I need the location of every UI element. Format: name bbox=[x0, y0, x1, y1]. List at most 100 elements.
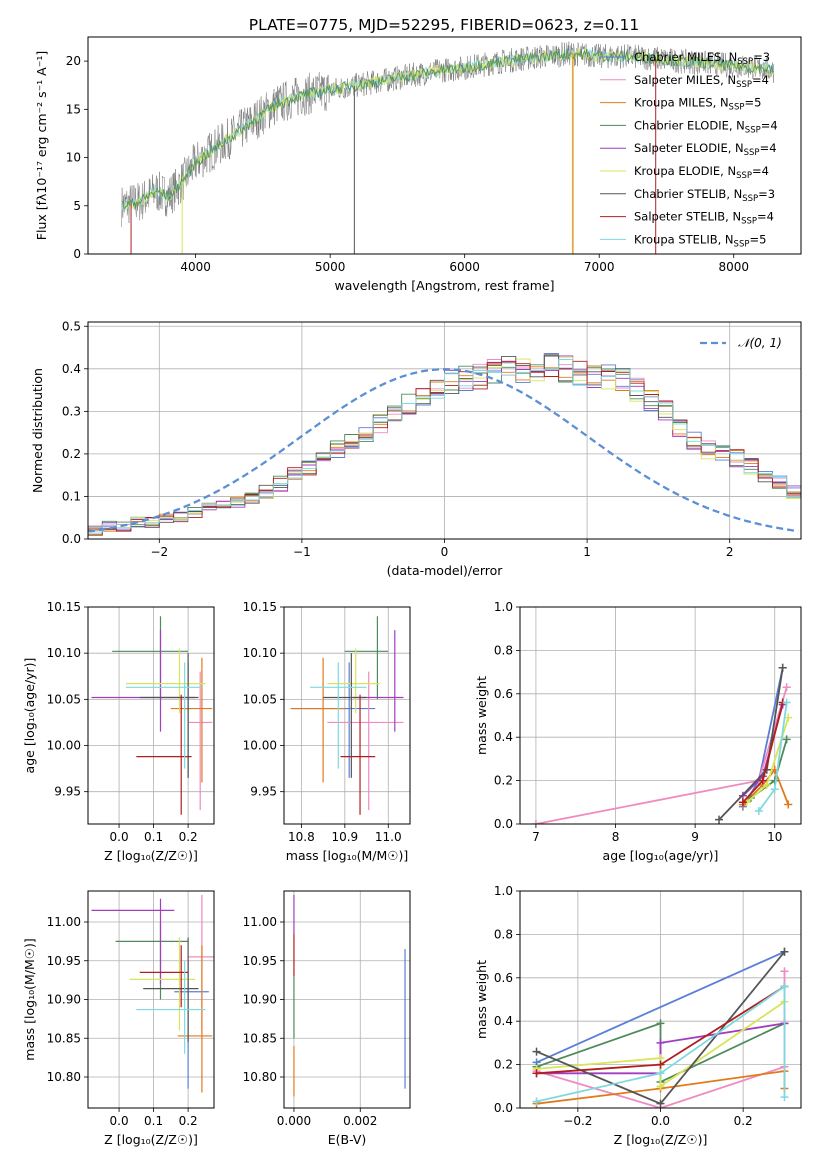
mass_vs_ebv-plot-area bbox=[293, 894, 406, 1097]
mass_vs_ebv-ytick-label: 11.00 bbox=[243, 915, 277, 929]
age_vs_Z-ytick-label: 9.95 bbox=[54, 785, 81, 799]
weight_vs_age-ytick-label: 0.4 bbox=[494, 730, 513, 744]
weight_vs_Z-xlabel: Z [log₁₀(Z/Z☉)] bbox=[614, 1132, 708, 1147]
weight-marker bbox=[782, 683, 791, 692]
age_vs_Z-frame bbox=[87, 606, 215, 825]
age_vs_mass-xlabel: mass [log₁₀(M/M☉)] bbox=[286, 848, 408, 863]
spectrum-xtick-label: 4000 bbox=[180, 260, 211, 274]
weight_vs_Z-xtick-label: −0.2 bbox=[563, 1114, 592, 1128]
age_vs_mass-ytick-label: 10.00 bbox=[243, 739, 277, 753]
weight_vs_age-xtick-label: 8 bbox=[612, 830, 620, 844]
mass_vs_Z-ytick-label: 11.00 bbox=[47, 915, 81, 929]
age_vs_mass-ytick-label: 9.95 bbox=[250, 785, 277, 799]
weight_vs_age-ylabel: mass weight bbox=[474, 676, 489, 755]
age_vs_mass-plot-area bbox=[290, 616, 404, 815]
weight_vs_Z-frame bbox=[519, 890, 802, 1109]
legend-label: Kroupa STELIB, NSSP=5 bbox=[634, 232, 766, 249]
weight_vs_age-frame bbox=[519, 606, 802, 825]
weight-marker bbox=[780, 1093, 789, 1102]
weight-line bbox=[535, 687, 788, 824]
spectrum-xtick-label: 7000 bbox=[584, 260, 615, 274]
spectrum-ytick-label: 5 bbox=[73, 199, 81, 213]
age_vs_mass-xtick-label: 11.0 bbox=[375, 830, 402, 844]
residuals-ytick-label: 0.0 bbox=[62, 532, 81, 546]
mass_vs_ebv-ytick-label: 10.95 bbox=[243, 954, 277, 968]
spectrum-xtick-label: 6000 bbox=[449, 260, 480, 274]
weight-marker bbox=[738, 798, 747, 807]
weight-marker bbox=[715, 815, 724, 824]
weight-line bbox=[536, 984, 786, 1103]
age_vs_mass-xtick-label: 10.8 bbox=[288, 830, 315, 844]
weight-marker bbox=[780, 947, 789, 956]
legend-label: Chabrier MILES, NSSP=3 bbox=[634, 50, 770, 67]
figure-title: PLATE=0775, MJD=52295, FIBERID=0623, z=0… bbox=[249, 16, 639, 34]
legend-label: Salpeter MILES, NSSP=4 bbox=[634, 73, 769, 90]
age_vs_mass-ytick-label: 10.10 bbox=[243, 646, 277, 660]
weight_vs_Z-xtick-label: 0.2 bbox=[734, 1114, 753, 1128]
weight_vs_Z-ytick-label: 0.4 bbox=[494, 1014, 513, 1028]
legend-label: Salpeter STELIB, NSSP=4 bbox=[634, 210, 774, 227]
age_vs_Z-ytick-label: 10.15 bbox=[47, 600, 81, 614]
weight_vs_age-xlabel: age [log₁₀(age/yr)] bbox=[603, 848, 719, 863]
residuals-xtick-label: 0 bbox=[441, 545, 449, 559]
residuals-xtick-label: −1 bbox=[293, 545, 311, 559]
gaussian-legend-label: 𝒩(0, 1) bbox=[738, 336, 782, 350]
age_vs_mass-frame bbox=[283, 606, 411, 825]
weight-marker bbox=[784, 713, 793, 722]
spectrum-legend: Chabrier MILES, NSSP=3 Salpeter MILES, NS… bbox=[600, 50, 778, 249]
weight-marker bbox=[532, 1069, 541, 1078]
weight-marker bbox=[656, 1038, 665, 1047]
mass_vs_ebv-xlabel: E(B-V) bbox=[328, 1132, 367, 1147]
spectrum-ytick-label: 0 bbox=[73, 247, 81, 261]
residuals-ylabel: Normed distribution bbox=[30, 368, 45, 493]
weight-marker bbox=[656, 1082, 665, 1091]
gaussian-curve bbox=[88, 368, 799, 533]
weight_vs_Z-ytick-label: 0.2 bbox=[494, 1058, 513, 1072]
weight_vs_age-xtick-label: 7 bbox=[532, 830, 540, 844]
residual-histogram bbox=[88, 359, 801, 539]
residuals-xtick-label: 2 bbox=[726, 545, 734, 559]
weight_vs_Z-ytick-label: 0.6 bbox=[494, 971, 513, 985]
weight_vs_age-ytick-label: 0.0 bbox=[494, 817, 513, 831]
age_vs_Z-plot-area bbox=[91, 616, 213, 815]
residuals-ytick-label: 0.5 bbox=[62, 319, 81, 333]
weight-marker bbox=[780, 967, 789, 976]
weight-marker bbox=[762, 780, 771, 789]
spectrum-ytick-label: 20 bbox=[66, 54, 81, 68]
weight_vs_Z-ytick-label: 0.0 bbox=[494, 1101, 513, 1115]
spectrum-xtick-label: 8000 bbox=[718, 260, 749, 274]
mass_vs_Z-ytick-label: 10.85 bbox=[47, 1031, 81, 1045]
age_vs_mass-panel: 10.8 10.9 11.0 9.95 10.00 10.05 10.10 10.15 mass… bbox=[243, 600, 411, 863]
weight_vs_age-ytick-label: 1.0 bbox=[494, 600, 513, 614]
weight_vs_age-panel: 7 8 9 10 0.0 0.2 0.4 0.6 0.8 1.0 age [log₁₀(age/yr… bbox=[474, 600, 802, 863]
age_vs_Z-panel: 0.0 0.1 0.2 9.95 10.00 10.05 10.10 10.15 Z [log₁… bbox=[22, 600, 215, 863]
residuals-frame bbox=[87, 321, 802, 540]
weight-line bbox=[536, 950, 785, 1064]
age_vs_Z-ylabel: age [log₁₀(age/yr)] bbox=[22, 658, 37, 774]
spectrum-data-trace bbox=[121, 41, 775, 228]
residuals-plot-area bbox=[88, 353, 801, 539]
mass_vs_ebv-ytick-label: 10.90 bbox=[243, 993, 277, 1007]
mass_vs_Z-xtick-label: 0.0 bbox=[110, 1114, 129, 1128]
residuals-ytick-label: 0.2 bbox=[62, 447, 81, 461]
weight_vs_age-ytick-label: 0.2 bbox=[494, 774, 513, 788]
weight_vs_age-ytick-label: 0.6 bbox=[494, 687, 513, 701]
age_vs_mass-ytick-label: 10.05 bbox=[243, 692, 277, 706]
residuals-ytick-label: 0.1 bbox=[62, 489, 81, 503]
residuals-xtick-label: 1 bbox=[583, 545, 591, 559]
weight-marker bbox=[758, 776, 767, 785]
age_vs_mass-ytick-label: 10.15 bbox=[243, 600, 277, 614]
legend-label: Kroupa MILES, NSSP=5 bbox=[634, 96, 761, 113]
spectrum-ytick-label: 10 bbox=[66, 151, 81, 165]
weight-marker bbox=[770, 785, 779, 794]
age_vs_Z-ytick-label: 10.10 bbox=[47, 646, 81, 660]
weight-marker bbox=[782, 698, 791, 707]
mass_vs_Z-xtick-label: 0.2 bbox=[179, 1114, 198, 1128]
spectrum-frame bbox=[87, 36, 802, 255]
age_vs_Z-xtick-label: 0.0 bbox=[110, 830, 129, 844]
weight-marker bbox=[656, 1019, 665, 1028]
weight-marker bbox=[532, 1047, 541, 1056]
weight-marker bbox=[656, 1060, 665, 1069]
